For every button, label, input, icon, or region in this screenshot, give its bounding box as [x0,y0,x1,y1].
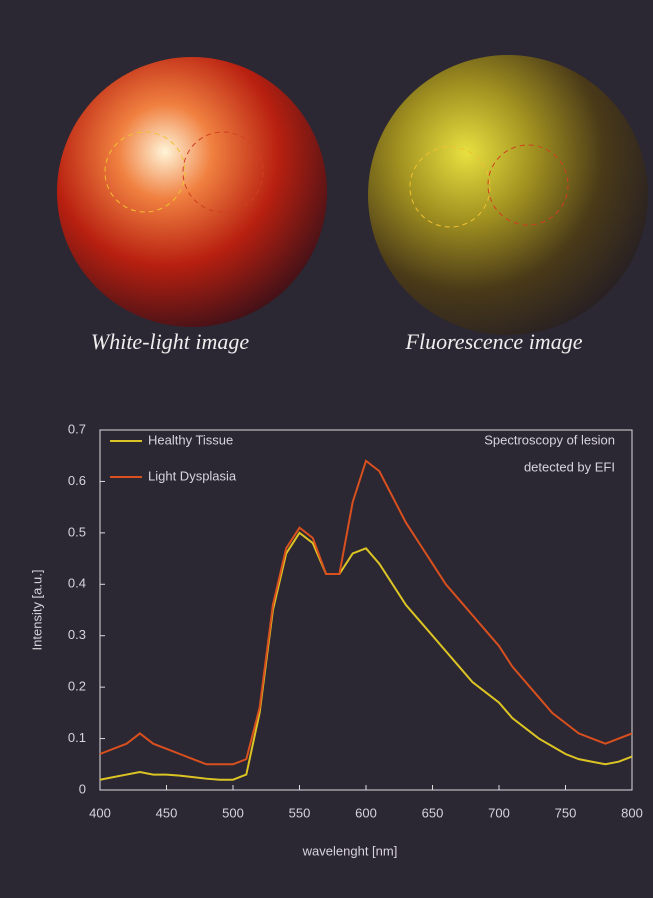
y-axis-label: Intensity [a.u.] [29,570,44,651]
fluorescence-image [368,55,648,335]
series-line [100,461,632,764]
x-tick-label: 800 [621,805,643,820]
y-tick-label: 0.1 [68,730,86,745]
x-tick-label: 650 [422,805,444,820]
x-tick-label: 450 [156,805,178,820]
legend-label: Healthy Tissue [148,432,233,447]
y-tick-label: 0.6 [68,473,86,488]
figure: White-light image Fluorescence image wav… [0,0,653,893]
annotation: detected by EFI [524,459,615,474]
y-tick-label: 0 [79,781,86,796]
annotation: Spectroscopy of lesion [484,432,615,447]
x-tick-label: 750 [555,805,577,820]
x-tick-label: 400 [89,805,111,820]
image-caption: White-light image [91,329,249,354]
y-tick-label: 0.5 [68,524,86,539]
x-axis-label: wavelenght [nm] [302,843,398,858]
y-tick-label: 0.4 [68,576,86,591]
plot-frame [100,430,632,790]
legend-label: Light Dysplasia [148,468,237,483]
image-caption: Fluorescence image [405,329,583,354]
x-tick-label: 500 [222,805,244,820]
y-tick-label: 0.2 [68,679,86,694]
series-line [100,533,632,780]
page: White-light image Fluorescence image wav… [0,0,653,898]
white-light-image [57,57,327,327]
y-tick-label: 0.3 [68,627,86,642]
x-tick-label: 700 [488,805,510,820]
x-tick-label: 600 [355,805,377,820]
y-tick-label: 0.7 [68,421,86,436]
x-tick-label: 550 [289,805,311,820]
